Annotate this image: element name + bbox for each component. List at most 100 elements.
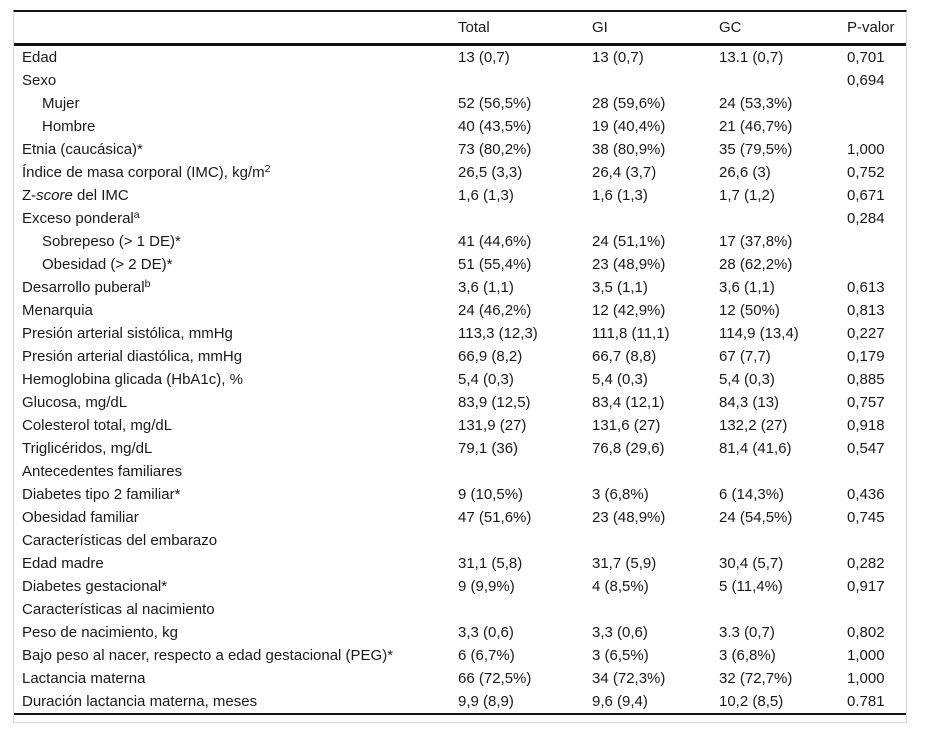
cell-total: 3,3 (0,6) — [458, 624, 514, 641]
table-row: Mujer 52 (56,5%) 28 (59,6%) 24 (53,3%) — [14, 92, 906, 115]
table-row: Edad madre 31,1 (5,8) 31,7 (5,9) 30,4 (5,7)… — [14, 552, 906, 575]
cell-gi: 66,7 (8,8) — [592, 348, 657, 365]
row-label: Obesidad familiar — [22, 509, 139, 526]
row-label: Presión arterial sistólica, mmHg — [22, 325, 233, 342]
cell-pvalor: 1,000 — [847, 670, 885, 687]
cell-gi: 3,5 (1,1) — [592, 279, 648, 296]
table-row: Presión arterial diastólica, mmHg 66,9 (8… — [14, 345, 906, 368]
table-row: Glucosa, mg/dL 83,9 (12,5) 83,4 (12,1) 84,3… — [14, 391, 906, 414]
table-row: Hombre 40 (43,5%) 19 (40,4%) 21 (46,7%) — [14, 115, 906, 138]
cell-gi: 26,4 (3,7) — [592, 164, 657, 181]
cell-gi: 131,6 (27) — [592, 417, 661, 434]
table-row: Desarrollo puberalb 3,6 (1,1) 3,5 (1,1) 3,6… — [14, 276, 906, 299]
cell-pvalor: 0,436 — [847, 486, 885, 503]
row-label: Edad madre — [22, 555, 104, 572]
cell-gi: 83,4 (12,1) — [592, 394, 665, 411]
cell-total: 51 (55,4%) — [458, 256, 532, 273]
table-row: Presión arterial sistólica, mmHg 113,3 (1… — [14, 322, 906, 345]
cell-gi: 13 (0,7) — [592, 49, 644, 66]
cell-gi: 19 (40,4%) — [592, 118, 666, 135]
cell-gc: 32 (72,7%) — [719, 670, 793, 687]
cell-pvalor: 0,813 — [847, 302, 885, 319]
cell-gi: 34 (72,3%) — [592, 670, 666, 687]
table-row: Diabetes gestacional* 9 (9,9%) 4 (8,5%) 5 (… — [14, 575, 906, 598]
cell-gc: 24 (54,5%) — [719, 509, 793, 526]
cell-pvalor: 0,227 — [847, 325, 885, 342]
cell-gi: 28 (59,6%) — [592, 95, 666, 112]
cell-gc: 5 (11,4%) — [719, 578, 783, 595]
cell-gi: 24 (51,1%) — [592, 233, 666, 250]
table-row: Edad 13 (0,7) 13 (0,7) 13.1 (0,7) 0,701 — [14, 46, 906, 69]
cell-gc: 35 (79,5%) — [719, 141, 793, 158]
cell-total: 26,5 (3,3) — [458, 164, 523, 181]
row-label: Obesidad (> 2 DE)* — [42, 256, 173, 273]
cell-pvalor: 0,745 — [847, 509, 885, 526]
row-label: Características del embarazo — [22, 532, 218, 549]
cell-gc: 21 (46,7%) — [719, 118, 793, 135]
cell-gi: 23 (48,9%) — [592, 256, 666, 273]
cell-pvalor: 0,752 — [847, 164, 885, 181]
table-row: Triglicéridos, mg/dL 79,1 (36) 76,8 (29,6)… — [14, 437, 906, 460]
table-row: Colesterol total, mg/dL 131,9 (27) 131,6 (… — [14, 414, 906, 437]
table-row: Menarquia 24 (46,2%) 12 (42,9%) 12 (50%) 0,8… — [14, 299, 906, 322]
cell-pvalor: 0,917 — [847, 578, 885, 595]
cell-gc: 12 (50%) — [719, 302, 780, 319]
table-row: Sobrepeso (> 1 DE)* 41 (44,6%) 24 (51,1%) 1… — [14, 230, 906, 253]
cell-gc: 5,4 (0,3) — [719, 371, 775, 388]
row-label: Edad — [22, 49, 58, 66]
cell-gi: 23 (48,9%) — [592, 509, 666, 526]
cell-gi: 4 (8,5%) — [592, 578, 649, 595]
row-label: Peso de nacimiento, kg — [22, 624, 178, 641]
cell-total: 24 (46,2%) — [458, 302, 532, 319]
cell-total: 9 (9,9%) — [458, 578, 515, 595]
table-row: Obesidad familiar 47 (51,6%) 23 (48,9%) 24 … — [14, 506, 906, 529]
cell-gi: 12 (42,9%) — [592, 302, 666, 319]
cell-gc: 114,9 (13,4) — [719, 325, 799, 342]
cell-pvalor: 0,757 — [847, 394, 885, 411]
cell-gc: 67 (7,7) — [719, 348, 771, 365]
cell-gi: 38 (80,9%) — [592, 141, 666, 158]
row-label: Colesterol total, mg/dL — [22, 417, 173, 434]
cell-total: 52 (56,5%) — [458, 95, 532, 112]
cell-gc: 26,6 (3) — [719, 164, 771, 181]
table-row: Exceso ponderala 0,284 — [14, 207, 906, 230]
cell-total: 9,9 (8,9) — [458, 693, 514, 710]
table-row: Sexo 0,694 — [14, 69, 906, 92]
table-row: Bajo peso al nacer, respecto a edad gest… — [14, 644, 906, 667]
row-label: Duración lactancia materna, meses — [22, 693, 258, 710]
column-header-gc: GC — [719, 19, 742, 36]
table-bottom-rule — [14, 713, 906, 722]
row-label: Índice de masa corporal (IMC), kg/m2 — [22, 163, 271, 181]
row-label: Características al nacimiento — [22, 601, 215, 618]
cell-gc: 10,2 (8,5) — [719, 693, 784, 710]
row-label: Menarquia — [22, 302, 93, 319]
cell-total: 13 (0,7) — [458, 49, 510, 66]
cell-pvalor: 1,000 — [847, 647, 885, 664]
cell-gc: 84,3 (13) — [719, 394, 780, 411]
row-label: Sobrepeso (> 1 DE)* — [42, 233, 181, 250]
cell-gc: 30,4 (5,7) — [719, 555, 784, 572]
cell-gc: 28 (62,2%) — [719, 256, 793, 273]
row-label: Diabetes tipo 2 familiar* — [22, 486, 181, 503]
row-label: Hemoglobina glicada (HbA1c), % — [22, 371, 243, 388]
table-row: Etnia (caucásica)* 73 (80,2%) 38 (80,9%) 35… — [14, 138, 906, 161]
cell-gc: 81,4 (41,6) — [719, 440, 792, 457]
cell-gi: 5,4 (0,3) — [592, 371, 648, 388]
cell-total: 113,3 (12,3) — [458, 325, 538, 342]
cell-total: 47 (51,6%) — [458, 509, 532, 526]
cell-gc: 13.1 (0,7) — [719, 49, 784, 66]
row-label: Etnia (caucásica)* — [22, 141, 143, 158]
table-row: Antecedentes familiares — [14, 460, 906, 483]
cell-gi: 76,8 (29,6) — [592, 440, 665, 457]
table-row: Diabetes tipo 2 familiar* 9 (10,5%) 3 (6,8… — [14, 483, 906, 506]
table-row: Obesidad (> 2 DE)* 51 (55,4%) 23 (48,9%) 28… — [14, 253, 906, 276]
cell-total: 66,9 (8,2) — [458, 348, 523, 365]
cell-pvalor: 0,918 — [847, 417, 885, 434]
cell-gi: 9,6 (9,4) — [592, 693, 648, 710]
row-label: Desarrollo puberalb — [22, 278, 151, 296]
cell-total: 31,1 (5,8) — [458, 555, 523, 572]
row-label: Glucosa, mg/dL — [22, 394, 128, 411]
cell-pvalor: 0,885 — [847, 371, 885, 388]
cell-pvalor: 0,547 — [847, 440, 885, 457]
table-row: Características del embarazo — [14, 529, 906, 552]
